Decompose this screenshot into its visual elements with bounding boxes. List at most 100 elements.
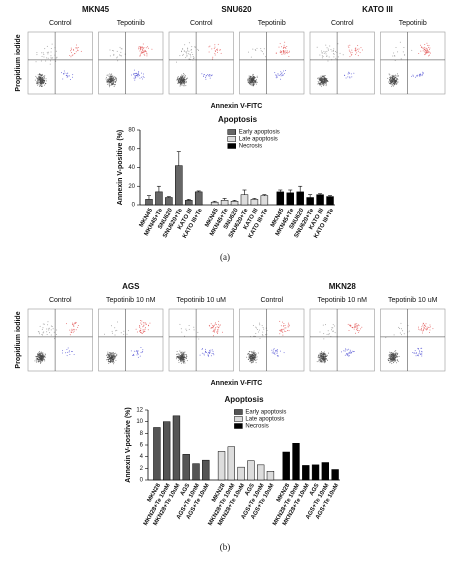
event-dot (140, 72, 142, 74)
event-dot (180, 351, 182, 353)
event-dot (282, 331, 284, 333)
event-dot (176, 353, 178, 355)
event-dot (284, 53, 286, 55)
event-dot (208, 51, 210, 53)
event-dot (180, 356, 182, 358)
bar (153, 427, 161, 481)
event-dot (205, 350, 207, 352)
event-dot (324, 358, 326, 360)
event-dot (143, 77, 145, 79)
condition-label: Tepotinib 10 nM (106, 297, 156, 304)
event-dot (66, 351, 68, 353)
event-dot (327, 359, 329, 361)
event-dot (147, 329, 149, 331)
event-dot (429, 329, 431, 331)
event-dot (256, 358, 258, 360)
event-dot (321, 80, 323, 82)
event-dot (349, 76, 351, 78)
event-dot (197, 331, 199, 333)
event-dot (44, 80, 46, 82)
event-dot (42, 80, 44, 82)
legend-label: Early apoptosis (239, 130, 280, 136)
event-dot (72, 54, 74, 56)
event-dot (216, 49, 218, 51)
event-dot (193, 329, 195, 331)
event-dot (147, 47, 149, 49)
event-dot (139, 49, 141, 51)
event-dot (115, 78, 117, 80)
event-dot (107, 83, 109, 85)
event-dot (47, 324, 49, 326)
event-dot (137, 351, 139, 353)
event-dot (249, 358, 251, 360)
event-dot (112, 352, 114, 354)
event-dot (112, 355, 114, 357)
event-dot (70, 56, 72, 58)
event-dot (385, 337, 387, 339)
event-dot (37, 356, 39, 358)
event-dot (356, 52, 358, 54)
event-dot (188, 58, 190, 60)
cell-line-label: SNU620 (221, 5, 252, 14)
event-dot (41, 83, 43, 85)
event-dot (250, 355, 252, 357)
event-dot (109, 353, 111, 355)
event-dot (252, 75, 254, 77)
event-dot (325, 360, 327, 362)
event-dot (327, 330, 329, 332)
event-dot (387, 359, 389, 361)
event-dot (146, 55, 148, 57)
event-dot (113, 84, 115, 86)
event-dot (112, 84, 114, 86)
event-dot (114, 357, 116, 359)
event-dot (180, 76, 182, 78)
event-dot (319, 83, 321, 85)
event-dot (394, 358, 396, 360)
event-dot (205, 76, 207, 78)
event-dot (345, 348, 347, 350)
event-dot (287, 325, 289, 327)
event-dot (356, 329, 358, 331)
event-dot (43, 79, 45, 81)
error-bar (146, 195, 151, 200)
event-dot (114, 356, 116, 358)
event-dot (326, 355, 328, 357)
event-dot (111, 82, 113, 84)
event-dot (325, 77, 327, 79)
event-dot (138, 72, 140, 74)
event-dot (76, 44, 78, 46)
event-dot (317, 356, 319, 358)
event-dot (390, 358, 392, 360)
event-dot (182, 75, 184, 77)
event-dot (322, 352, 324, 354)
event-dot (394, 55, 396, 57)
event-dot (137, 353, 139, 355)
event-dot (139, 53, 141, 55)
event-dot (287, 326, 289, 328)
event-dot (258, 322, 260, 324)
legend-label: Late apoptosis (239, 137, 278, 143)
event-dot (426, 50, 428, 52)
event-dot (49, 60, 51, 62)
event-dot (110, 84, 112, 86)
event-dot (106, 74, 108, 76)
event-dot (212, 58, 214, 60)
event-dot (145, 47, 147, 49)
event-dot (425, 51, 427, 53)
event-dot (279, 320, 281, 322)
event-dot (332, 330, 334, 332)
event-dot (251, 356, 253, 358)
event-dot (109, 77, 111, 79)
event-dot (44, 355, 46, 357)
event-dot (421, 326, 423, 328)
event-dot (326, 80, 328, 82)
event-dot (415, 353, 417, 355)
event-dot (281, 72, 283, 74)
event-dot (252, 78, 254, 80)
event-dot (50, 325, 52, 327)
event-dot (255, 326, 257, 328)
event-dot (327, 48, 329, 50)
event-dot (182, 354, 184, 356)
event-dot (283, 46, 285, 48)
event-dot (110, 83, 112, 85)
